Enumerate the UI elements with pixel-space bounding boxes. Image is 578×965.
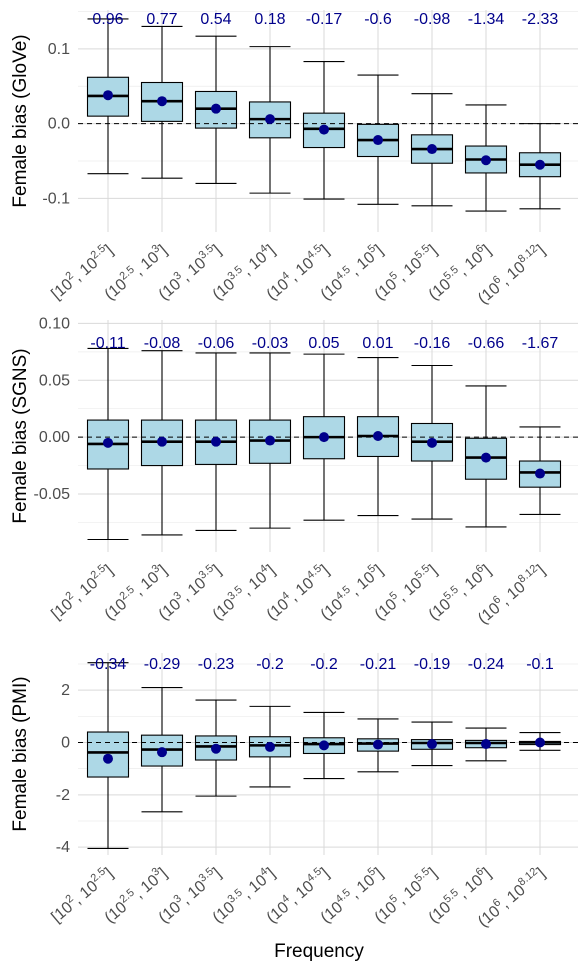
bias-annotation: -0.06 xyxy=(198,335,235,352)
y-tick-label: 0.1 xyxy=(48,41,70,58)
box-2 xyxy=(140,686,184,813)
bias-annotation: -0.98 xyxy=(414,11,451,28)
y-tick-label: 0.10 xyxy=(39,315,70,332)
mean-point xyxy=(319,740,329,751)
mean-point xyxy=(103,437,113,448)
mean-point xyxy=(427,144,437,155)
panel-1: 0.1 0.0 -0.1 Female bias (GloVe) 0.96 0.77 0.5… xyxy=(10,10,578,308)
bias-annotation: 0.05 xyxy=(308,335,339,352)
mean-point xyxy=(481,739,491,750)
mean-point xyxy=(265,114,275,125)
mean-point xyxy=(211,103,221,114)
bias-annotation: -0.2 xyxy=(256,656,284,673)
box-4 xyxy=(248,46,292,194)
mean-point xyxy=(373,431,383,441)
x-axis-label: Frequency xyxy=(274,941,364,962)
bias-annotation: -0.24 xyxy=(468,656,505,673)
mean-point xyxy=(103,753,113,764)
box-8 xyxy=(464,385,508,528)
mean-point xyxy=(481,452,491,463)
mean-point xyxy=(373,739,383,750)
bias-annotation: -0.34 xyxy=(90,656,127,673)
mean-point xyxy=(157,96,167,107)
mean-point xyxy=(319,432,329,443)
bias-annotation: -2.33 xyxy=(522,11,559,28)
bias-annotation: -0.2 xyxy=(310,656,338,673)
bias-annotation: -1.67 xyxy=(522,335,559,352)
bias-annotation: 0.01 xyxy=(362,335,393,352)
bias-annotation: -0.03 xyxy=(252,335,289,352)
mean-point xyxy=(157,747,167,758)
box-2 xyxy=(140,25,184,179)
bias-annotation: -0.1 xyxy=(526,656,554,673)
mean-point xyxy=(265,435,275,446)
bias-annotation: -0.6 xyxy=(364,11,392,28)
y-tick-label: 2 xyxy=(61,682,70,699)
bias-annotation: -0.21 xyxy=(360,656,397,673)
mean-point xyxy=(319,124,329,135)
bias-annotation: 0.77 xyxy=(146,11,177,28)
bias-annotation: 0.18 xyxy=(254,11,285,28)
mean-point xyxy=(481,155,491,166)
y-axis-label: Female bias (GloVe) xyxy=(10,34,31,207)
bias-annotation: -0.11 xyxy=(90,335,125,352)
y-tick-label: 0.0 xyxy=(48,116,70,133)
y-tick-label: -2 xyxy=(56,787,70,804)
bias-annotation: -0.16 xyxy=(414,335,451,352)
bias-annotation: -0.19 xyxy=(414,656,451,673)
bias-annotation: -0.29 xyxy=(144,656,181,673)
y-axis-label: Female bias (PMI) xyxy=(10,676,31,831)
mean-point xyxy=(211,436,221,447)
mean-point xyxy=(535,468,545,479)
bias-annotation: 0.54 xyxy=(200,11,231,28)
y-tick-label: 0.05 xyxy=(39,372,70,389)
mean-point xyxy=(157,436,167,447)
y-tick-label: 0.00 xyxy=(39,429,70,446)
y-tick-label: -0.05 xyxy=(34,486,71,503)
mean-point xyxy=(265,741,275,752)
mean-point xyxy=(427,437,437,448)
bias-annotation: -1.34 xyxy=(468,11,505,28)
bias-annotation: -0.17 xyxy=(306,11,343,28)
mean-point xyxy=(427,739,437,750)
bias-annotation: -0.66 xyxy=(468,335,505,352)
mean-point xyxy=(373,135,383,146)
y-tick-label: -0.1 xyxy=(42,190,70,207)
mean-point xyxy=(535,159,545,170)
panel-3: 2 0 -2 -4 Female bias (PMI) -0.34 -0.29 -0.23 -0… xyxy=(10,653,578,931)
bias-annotation: -0.23 xyxy=(198,656,235,673)
y-tick-label: 0 xyxy=(61,734,70,751)
mean-point xyxy=(211,743,221,754)
mean-point xyxy=(103,90,113,101)
mean-point xyxy=(535,737,545,748)
y-axis-label: Female bias (SGNS) xyxy=(10,348,31,523)
bias-annotation: -0.08 xyxy=(144,335,181,352)
bias-annotation: 0.96 xyxy=(92,11,123,28)
y-tick-label: -4 xyxy=(56,839,70,856)
iqr-box xyxy=(302,112,346,149)
